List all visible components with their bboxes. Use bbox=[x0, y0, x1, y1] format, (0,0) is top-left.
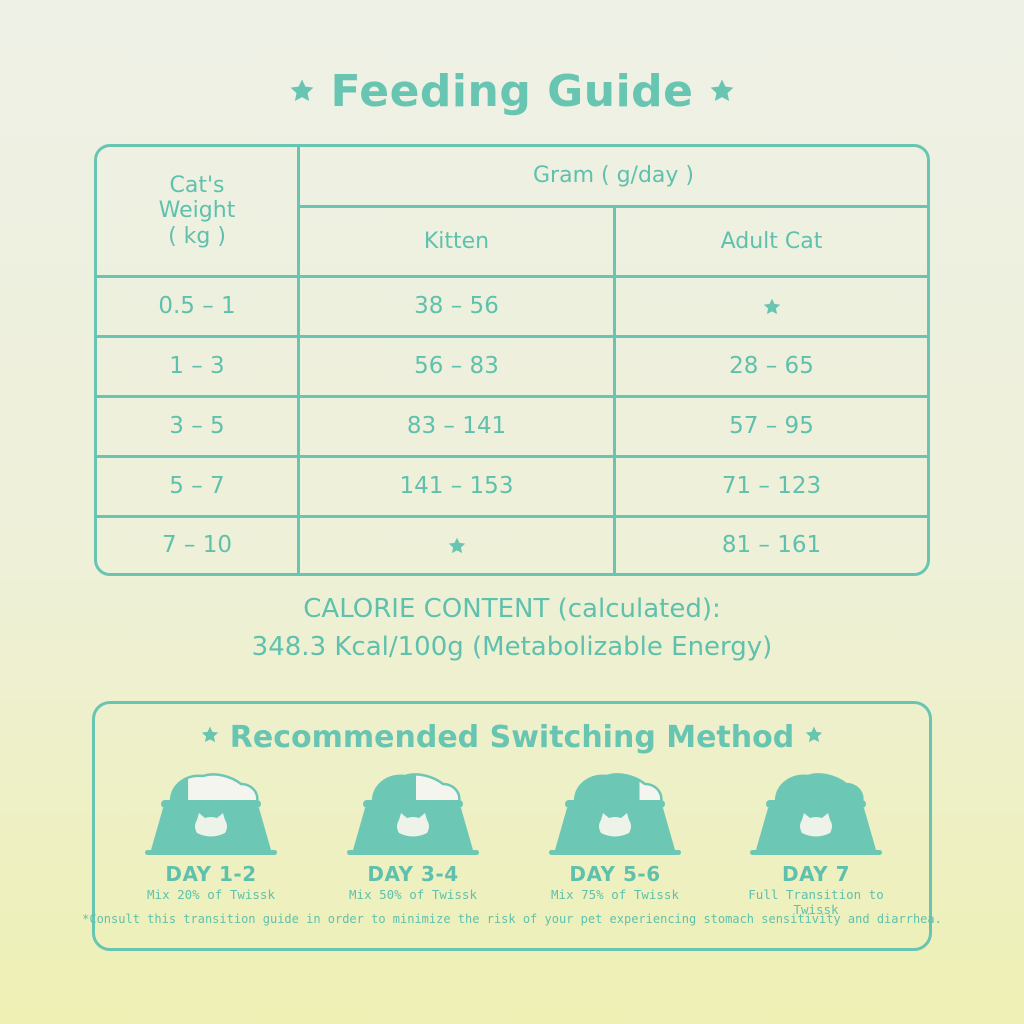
footnote: *Consult this transition guide in order … bbox=[82, 912, 942, 926]
switching-step: DAY 5-6 Mix 75% of Twissk bbox=[530, 770, 700, 902]
table-divider bbox=[97, 455, 927, 458]
cat-face-icon bbox=[195, 813, 227, 837]
table-divider bbox=[613, 207, 616, 573]
step-day: DAY 7 bbox=[781, 862, 851, 886]
table-divider bbox=[97, 395, 927, 398]
switching-step: DAY 3-4 Mix 50% of Twissk bbox=[328, 770, 498, 902]
star-icon bbox=[804, 718, 824, 753]
cat-face-icon bbox=[800, 813, 832, 837]
star-icon: ★ bbox=[616, 278, 927, 335]
bowl-icon bbox=[347, 773, 479, 855]
step-day: DAY 1-2 bbox=[165, 862, 257, 886]
weight-cell: 3 – 5 bbox=[169, 413, 225, 440]
switching-step: DAY 1-2 Mix 20% of Twissk bbox=[126, 770, 296, 902]
kitten-cell: 83 – 141 bbox=[406, 413, 507, 440]
feeding-table: Cat's Weight ( kg ) Gram ( g/day ) Kitte… bbox=[94, 144, 930, 576]
table-divider bbox=[97, 515, 927, 518]
title-text: Feeding Guide bbox=[330, 66, 694, 117]
kitten-cell: 38 – 56 bbox=[414, 293, 499, 320]
bowl-icon bbox=[750, 773, 882, 855]
switching-title: Recommended Switching Method bbox=[0, 720, 1024, 756]
adult-cell: 81 – 161 bbox=[721, 532, 822, 559]
calorie-title: CALORIE CONTENT (calculated): bbox=[303, 594, 721, 624]
weight-header-line: ( kg ) bbox=[168, 223, 226, 249]
table-divider bbox=[97, 275, 927, 278]
bowl-icon bbox=[549, 773, 681, 855]
kitten-cell: 141 – 153 bbox=[399, 473, 514, 500]
weight-header-line: Weight bbox=[158, 198, 236, 224]
star-icon: ★ bbox=[300, 518, 613, 573]
step-mix: Mix 50% of Twissk bbox=[349, 887, 477, 902]
star-icon bbox=[763, 298, 780, 314]
star-icon bbox=[708, 65, 736, 116]
weight-cell: 0.5 – 1 bbox=[158, 293, 236, 320]
table-divider bbox=[300, 205, 927, 208]
step-day: DAY 3-4 bbox=[367, 862, 459, 886]
table-divider bbox=[97, 335, 927, 338]
table-divider bbox=[297, 147, 300, 573]
step-mix: Mix 75% of Twissk bbox=[551, 887, 679, 902]
switching-step: DAY 7 Full Transition to Twissk bbox=[731, 770, 901, 917]
bowl-icon bbox=[145, 773, 277, 855]
weight-header-line: Cat's bbox=[169, 173, 225, 199]
star-icon bbox=[200, 718, 220, 753]
kitten-cell: 56 – 83 bbox=[414, 353, 499, 380]
calorie-value: 348.3 Kcal/100g (Metabolizable Energy) bbox=[251, 632, 773, 662]
page-title: Feeding Guide bbox=[0, 66, 1024, 120]
star-icon bbox=[448, 537, 465, 553]
kitten-header: Kitten bbox=[423, 228, 490, 254]
weight-header: Cat's Weight ( kg ) bbox=[97, 147, 297, 275]
cat-face-icon bbox=[397, 813, 429, 837]
step-mix: Full Transition to Twissk bbox=[748, 887, 884, 917]
step-mix: Mix 20% of Twissk bbox=[147, 887, 275, 902]
switching-title-text: Recommended Switching Method bbox=[229, 720, 795, 755]
adult-cell: 71 – 123 bbox=[721, 473, 822, 500]
weight-cell: 1 – 3 bbox=[169, 353, 225, 380]
adult-cell: 57 – 95 bbox=[729, 413, 814, 440]
cat-face-icon bbox=[599, 813, 631, 837]
weight-cell: 5 – 7 bbox=[169, 473, 225, 500]
adult-header: Adult Cat bbox=[720, 228, 823, 254]
step-day: DAY 5-6 bbox=[569, 862, 661, 886]
gram-header: Gram ( g/day ) bbox=[533, 163, 694, 189]
switching-panel bbox=[92, 701, 932, 951]
star-icon bbox=[288, 65, 316, 116]
adult-cell: 28 – 65 bbox=[729, 353, 814, 380]
weight-cell: 7 – 10 bbox=[161, 532, 233, 559]
